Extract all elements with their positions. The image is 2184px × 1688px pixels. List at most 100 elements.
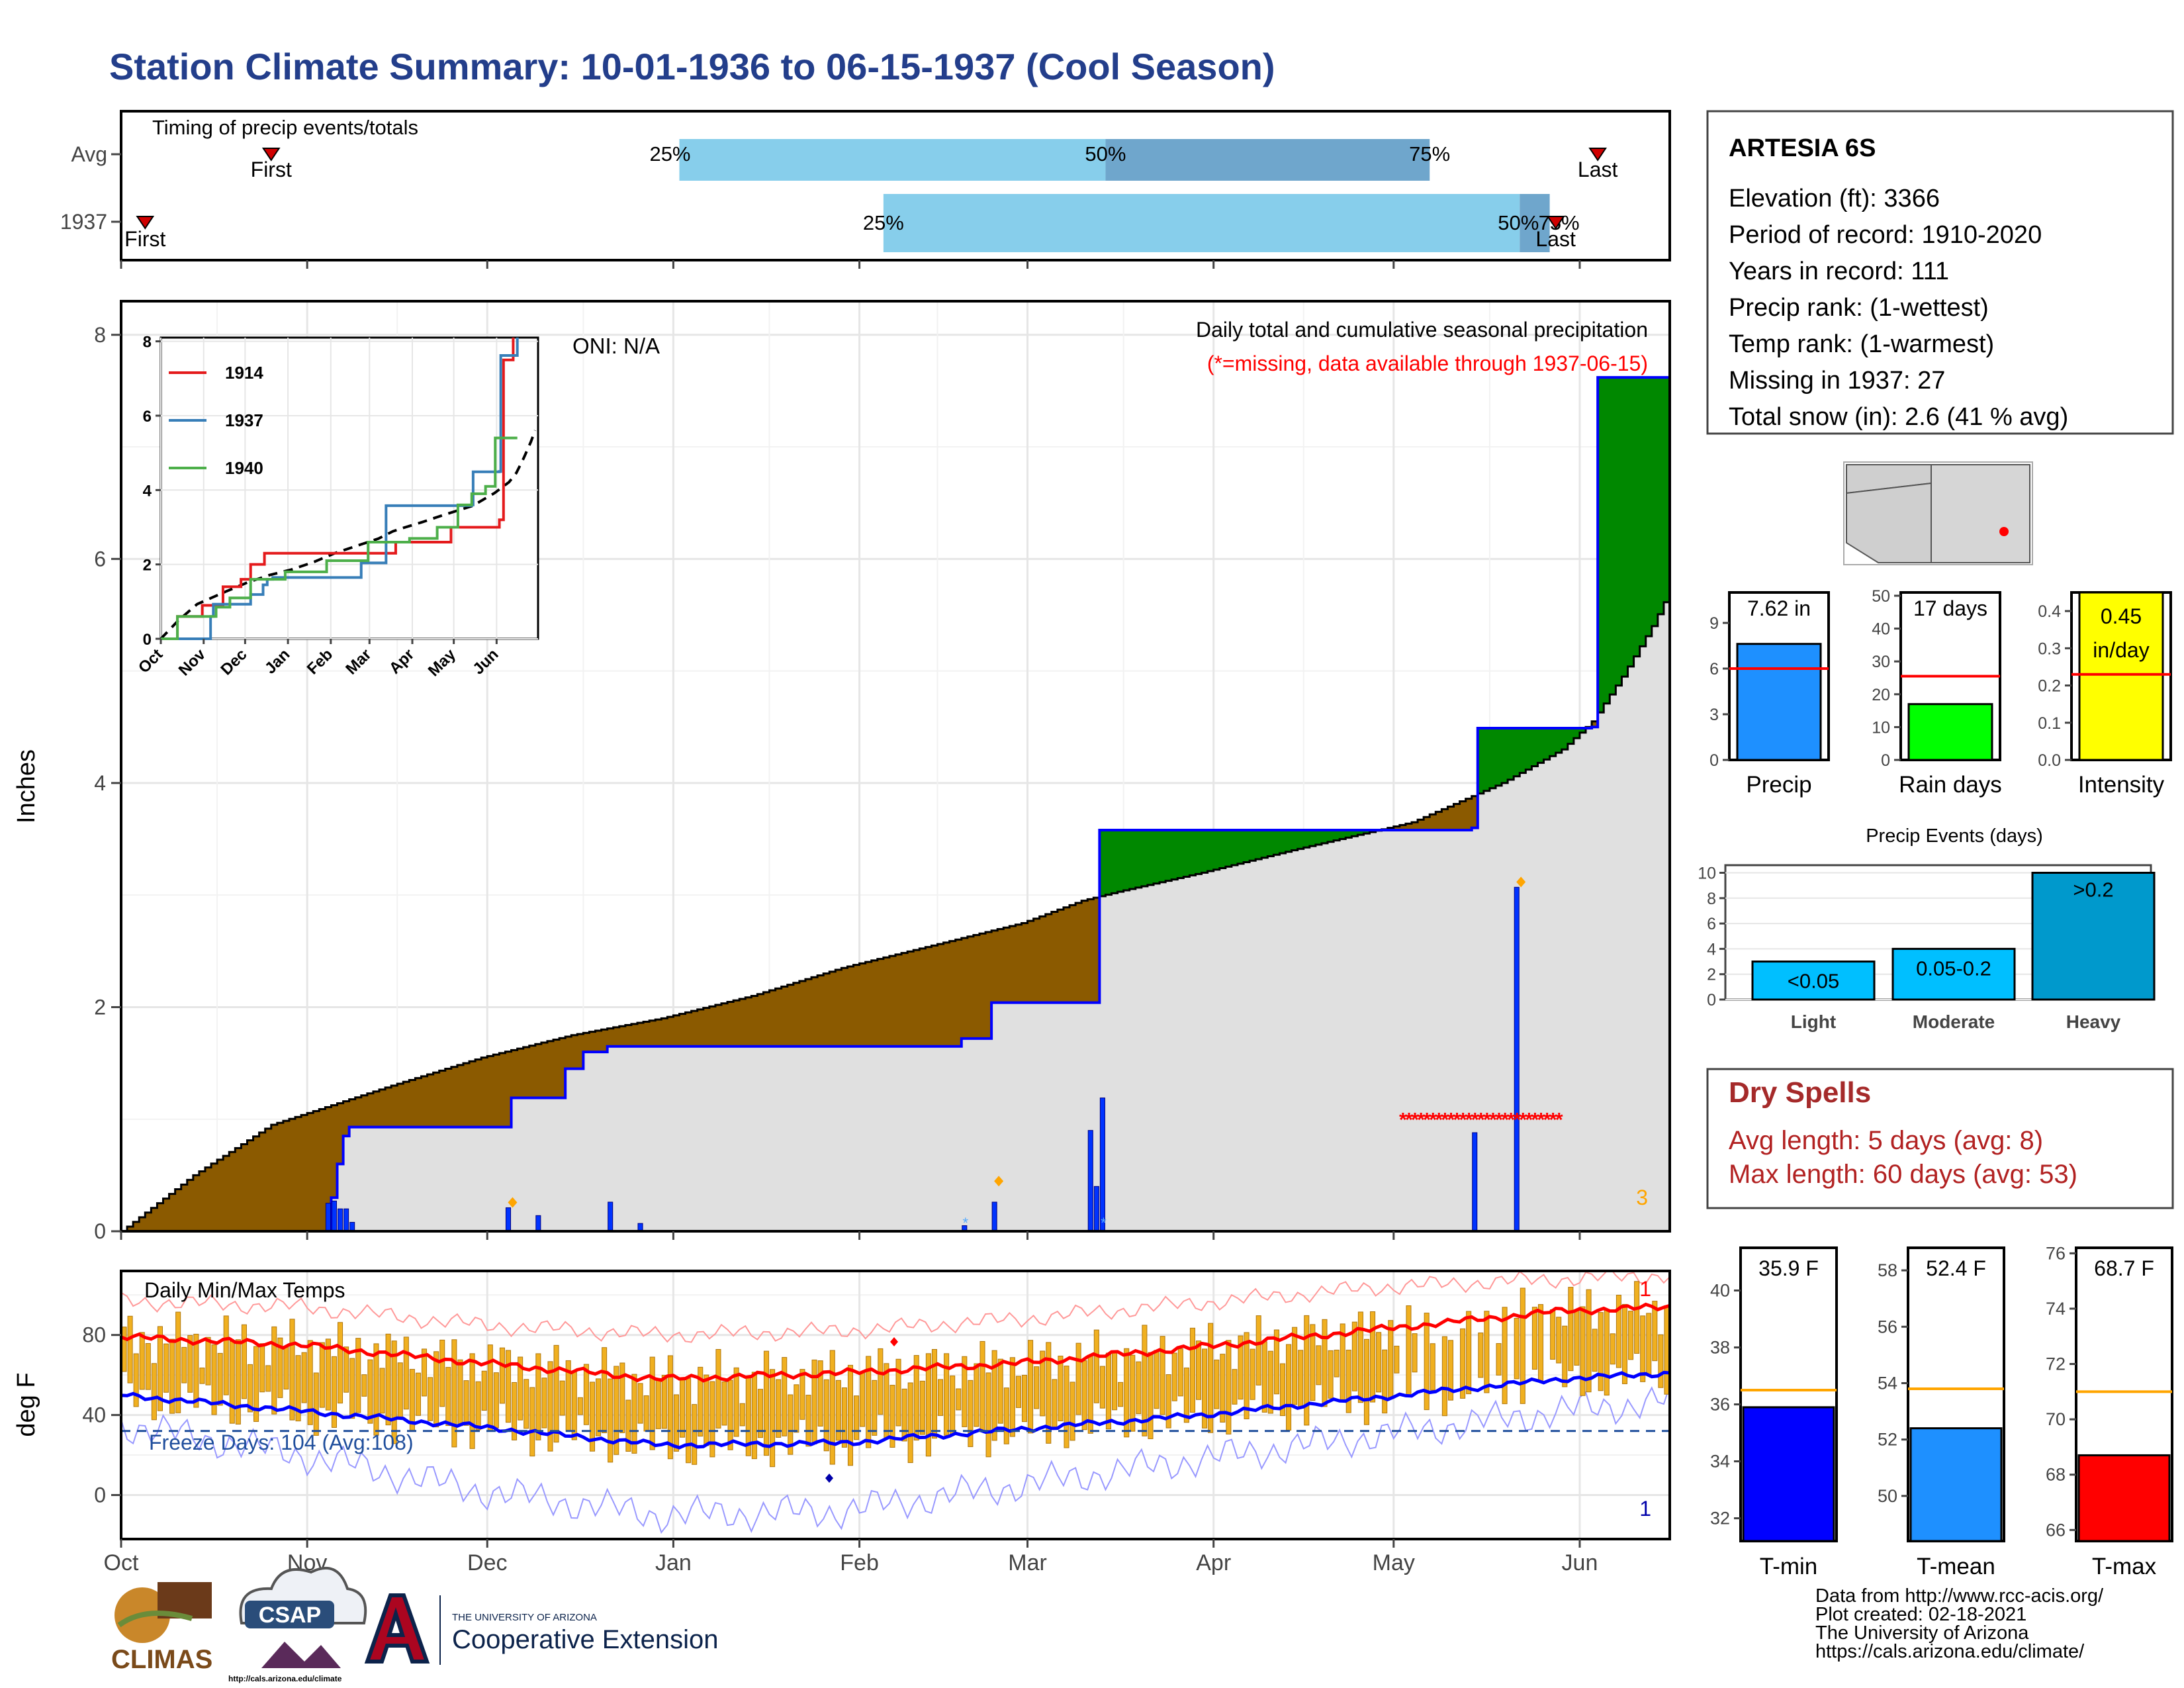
daily-temp-bar (547, 1361, 553, 1452)
daily-temp-bar (127, 1315, 133, 1383)
missing-marker: * (1465, 1109, 1473, 1131)
daily-temp-bar (1328, 1350, 1334, 1399)
missing-marker: * (1531, 1109, 1539, 1131)
avg-cumulative-line (121, 601, 1670, 1231)
daily-temp-bar (643, 1395, 649, 1432)
station-location-dot (1999, 527, 2009, 536)
daily-temp-bar (325, 1338, 331, 1411)
daily-temp-bar (529, 1387, 535, 1457)
trace-marker: * (962, 1215, 968, 1231)
daily-temp-bar (223, 1315, 229, 1395)
station-info-box: ARTESIA 6S Elevation (ft): 3366 Period o… (1706, 110, 2174, 435)
precip-events-chart: Precip Events (days) 0 2 4 6 8 10 <0.05 Light 0.… (1698, 825, 2156, 1032)
daily-temp-bar (962, 1356, 968, 1427)
daily-temp-bar (1430, 1343, 1435, 1391)
daily-temp-bar (1447, 1340, 1453, 1401)
daily-temp-bar (229, 1340, 235, 1424)
daily-temp-bar (457, 1359, 463, 1427)
temp-label: Daily Min/Max Temps (144, 1278, 345, 1302)
precip-subtitle: Daily total and cumulative seasonal prec… (1196, 318, 1648, 342)
dry-frame (1706, 1068, 2174, 1209)
daily-temp-bar (1574, 1309, 1580, 1366)
daily-temp-bar (1460, 1328, 1466, 1399)
daily-temp-bar (919, 1380, 925, 1435)
daily-temp-bar (1058, 1356, 1064, 1422)
month-label: Oct (104, 1550, 139, 1575)
mini-bar-label: Intensity (2078, 772, 2165, 798)
snow-marker (508, 1197, 518, 1208)
daily-temp-bar (1658, 1334, 1664, 1388)
mini-bar-tick-label: 20 (1872, 686, 1890, 704)
daily-temp-bar (667, 1355, 673, 1460)
avg-50pct-label: 50% (1085, 142, 1126, 165)
daily-precip-bar (1093, 1186, 1099, 1231)
temp-y-tick-label: 40 (82, 1403, 106, 1427)
missing-marker: * (1453, 1109, 1461, 1131)
inset-series-1914 (161, 338, 515, 640)
daily-temp-bar (721, 1381, 727, 1426)
temp-summary-value-label: 52.4 F (1926, 1256, 1986, 1280)
inset-series-1940 (161, 436, 518, 640)
temp-summary-tick-label: 32 (1710, 1509, 1730, 1528)
daily-temp-bar (253, 1346, 259, 1422)
temp-summary-value-label: 68.7 F (2094, 1256, 2154, 1280)
daily-temp-bar (1093, 1329, 1099, 1403)
daily-temp-bar (289, 1319, 295, 1421)
station-line: Total snow (in): 2.6 (41 % avg) (1729, 403, 2068, 431)
daily-temp-bar (1382, 1349, 1388, 1414)
daily-temp-bar (1357, 1311, 1363, 1403)
mini-bar-value-label: 0.45 (2101, 604, 2142, 628)
record-max-line (121, 1271, 1670, 1343)
1937-q50-q75-bar (1520, 194, 1550, 252)
daily-temp-bar (637, 1383, 643, 1424)
missing-marker: * (1549, 1109, 1557, 1131)
inset-series-1937 (161, 338, 519, 640)
daily-temp-bar (1202, 1348, 1208, 1429)
mini-bar-tick-label: 0.2 (2038, 677, 2061, 696)
daily-temp-bar (1250, 1348, 1255, 1400)
daily-temp-bar (991, 1350, 997, 1441)
daily-temp-bar (625, 1399, 631, 1452)
daily-precip-bar (1099, 1098, 1105, 1231)
month-label: Feb (840, 1550, 879, 1575)
footer-line: Plot created: 02-18-2021 (1815, 1604, 2026, 1625)
daily-temp-bar (1562, 1325, 1568, 1387)
mini-bar-tick-label: 0.4 (2038, 602, 2061, 621)
station-frame (1706, 110, 2174, 435)
mini-bar-precip: 0 3 6 9 7.62 in Precip (1709, 591, 1830, 798)
daily-temp-bar (1142, 1325, 1148, 1436)
temp-x-axis: Oct Nov Dec Jan Feb Mar Apr May Jun (104, 1539, 1598, 1575)
1937-last-marker (1546, 216, 1565, 230)
daily-temp-bar (1556, 1317, 1562, 1364)
inset-legend-label: 1940 (225, 458, 263, 478)
avg-q25-q50-bar (679, 139, 1106, 181)
climas-text: CLIMAS (111, 1645, 212, 1674)
daily-temp-bar (505, 1350, 512, 1423)
daily-temp-bar (415, 1372, 421, 1416)
below-avg-area (127, 721, 1598, 1231)
station-line: Elevation (ft): 3366 (1729, 185, 1940, 212)
daily-temp-bar (367, 1359, 373, 1424)
avg-last-label: Last (1578, 158, 1618, 181)
daily-temp-bar (139, 1332, 145, 1390)
ua-small-text: THE UNIVERSITY OF ARIZONA (452, 1612, 597, 1623)
inset-frame (159, 336, 539, 640)
daily-precip-bar (637, 1223, 643, 1231)
daily-temp-bar (1441, 1336, 1447, 1417)
daily-precip-bar (1472, 1132, 1478, 1231)
mini-bar-intensity: 0.0 0.1 0.2 0.3 0.4 0.45 in/day Intensity (2038, 591, 2172, 798)
1937-25pct-label: 25% (863, 211, 904, 234)
daily-temp-bar (1160, 1336, 1165, 1415)
daily-temp-bar (1244, 1332, 1250, 1419)
daily-temp-bar (193, 1333, 199, 1408)
mini-bar-tick-label: 10 (1872, 718, 1890, 737)
daily-temp-bar (1220, 1354, 1226, 1423)
daily-temp-bar (1046, 1342, 1052, 1444)
daily-temp-bar (1478, 1333, 1484, 1378)
daily-temp-bar (1081, 1360, 1087, 1430)
events-bar-moderate (1891, 947, 2016, 1001)
daily-temp-bar (631, 1374, 637, 1454)
daily-temp-bar (805, 1395, 811, 1447)
temp-y-tick-label: 0 (94, 1483, 106, 1507)
